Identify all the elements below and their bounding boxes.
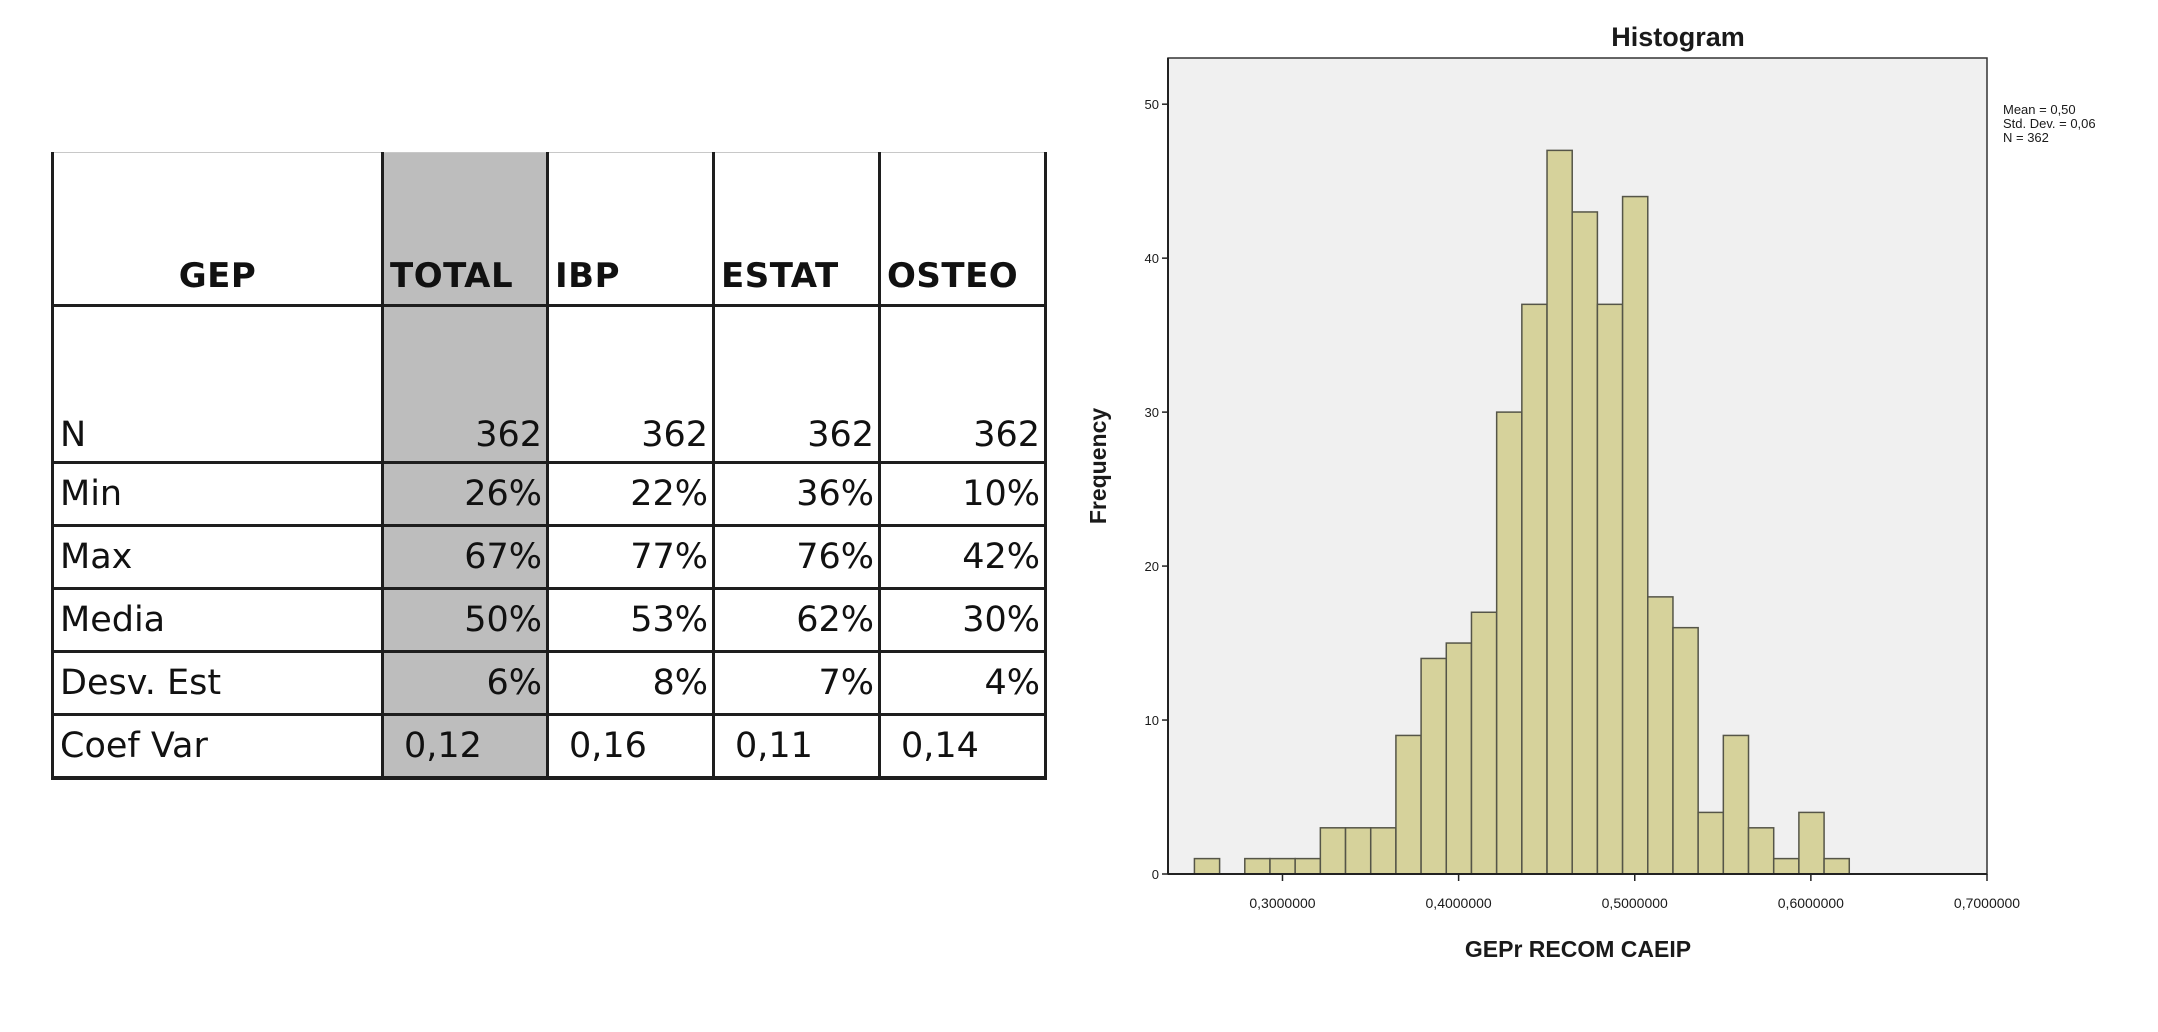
y-tick-label: 20 — [1145, 559, 1159, 574]
histogram-bar — [1470, 611, 1498, 875]
chart-title: Histogram — [1611, 22, 1745, 52]
histogram-bar — [1244, 857, 1271, 875]
cell-desv-ibp: 8% — [547, 651, 715, 716]
y-tick-label: 30 — [1145, 405, 1159, 420]
histogram-bar — [1571, 211, 1599, 875]
row-label-desv-est: Desv. Est — [51, 651, 384, 716]
cell-n-estat: 362 — [713, 305, 881, 464]
stats-mean: Mean = 0,50 — [2003, 102, 2076, 117]
table-row-coef-var: Coef Var 0,12 0,16 0,11 0,14 — [51, 714, 1047, 780]
histogram-bar — [1621, 195, 1649, 875]
cell-coef-ibp: 0,16 — [547, 714, 715, 780]
histogram-bar — [1294, 857, 1322, 875]
header-total: TOTAL — [382, 152, 549, 307]
histogram-bar — [1596, 303, 1624, 875]
header-estat: ESTAT — [713, 152, 881, 307]
histogram-bar — [1798, 811, 1825, 875]
cell-min-total: 26% — [382, 462, 549, 527]
histogram-bar — [1193, 857, 1221, 875]
cell-min-estat: 36% — [713, 462, 881, 527]
stats-std-dev: Std. Dev. = 0,06 — [2003, 116, 2096, 131]
y-tick-label: 0 — [1152, 867, 1159, 882]
row-label-n: N — [51, 305, 384, 464]
table-row-max: Max 67% 77% 76% 42% — [51, 525, 1047, 590]
histogram-bar — [1445, 642, 1473, 875]
histogram-bar — [1521, 303, 1548, 875]
cell-min-ibp: 22% — [547, 462, 715, 527]
y-axis-label: Frequency — [1085, 408, 1111, 525]
cell-media-ibp: 53% — [547, 588, 715, 653]
table-row-min: Min 26% 22% 36% 10% — [51, 462, 1047, 527]
histogram-bar — [1420, 657, 1448, 875]
cell-desv-osteo: 4% — [879, 651, 1047, 716]
cell-media-total: 50% — [382, 588, 549, 653]
cell-media-osteo: 30% — [879, 588, 1047, 653]
histogram-bar — [1495, 411, 1523, 875]
cell-coef-total: 0,12 — [382, 714, 549, 780]
histogram-bar — [1772, 857, 1800, 875]
cell-max-total: 67% — [382, 525, 549, 590]
y-tick-label: 50 — [1145, 97, 1159, 112]
histogram-bar — [1823, 857, 1851, 875]
row-label-coef-var: Coef Var — [51, 714, 384, 780]
table-row-n: N 362 362 362 362 — [51, 305, 1047, 464]
cell-coef-osteo: 0,14 — [879, 714, 1047, 780]
histogram-bar — [1722, 734, 1750, 875]
x-tick-label: 0,6000000 — [1778, 895, 1844, 911]
cell-media-estat: 62% — [713, 588, 881, 653]
x-axis-ticks: 0,3000000 0,4000000 0,5000000 0,6000000 0,70… — [1249, 874, 2020, 911]
stats-table: GEP TOTAL IBP ESTAT OSTEO N 362 362 362 … — [51, 152, 1047, 780]
histogram-bar — [1546, 149, 1573, 875]
cell-desv-total: 6% — [382, 651, 549, 716]
histogram-bar — [1369, 827, 1397, 875]
y-tick-label: 40 — [1145, 251, 1159, 266]
cell-n-osteo: 362 — [879, 305, 1047, 464]
header-gep: GEP — [51, 152, 384, 307]
header-row: GEP TOTAL IBP ESTAT OSTEO — [51, 152, 1047, 307]
x-tick-label: 0,3000000 — [1249, 895, 1315, 911]
histogram-bar — [1395, 734, 1422, 875]
cell-max-osteo: 42% — [879, 525, 1047, 590]
cell-max-ibp: 77% — [547, 525, 715, 590]
header-ibp: IBP — [547, 152, 715, 307]
histogram-bar — [1269, 857, 1296, 875]
cell-coef-estat: 0,11 — [713, 714, 881, 780]
y-axis-ticks: 0 10 20 30 40 50 — [1145, 97, 1168, 882]
x-tick-label: 0,4000000 — [1426, 895, 1492, 911]
cell-n-ibp: 362 — [547, 305, 715, 464]
histogram-bar — [1344, 827, 1372, 875]
histogram-bar — [1319, 827, 1347, 875]
histogram-bar — [1747, 827, 1775, 875]
histogram-bar — [1647, 596, 1674, 875]
y-tick-label: 10 — [1145, 713, 1159, 728]
x-axis-label: GEPr RECOM CAEIP — [1465, 936, 1691, 962]
stats-n: N = 362 — [2003, 130, 2049, 145]
cell-n-total: 362 — [382, 305, 549, 464]
histogram-bar — [1672, 626, 1699, 875]
stats-legend: Mean = 0,50 Std. Dev. = 0,06 N = 362 — [2003, 102, 2096, 145]
row-label-min: Min — [51, 462, 384, 527]
table-row-desv-est: Desv. Est 6% 8% 7% 4% — [51, 651, 1047, 716]
row-label-media: Media — [51, 588, 384, 653]
row-label-max: Max — [51, 525, 384, 590]
x-tick-label: 0,7000000 — [1954, 895, 2020, 911]
histogram-bar — [1697, 811, 1725, 875]
cell-min-osteo: 10% — [879, 462, 1047, 527]
x-tick-label: 0,5000000 — [1602, 895, 1668, 911]
header-osteo: OSTEO — [879, 152, 1047, 307]
cell-desv-estat: 7% — [713, 651, 881, 716]
table-row-media: Media 50% 53% 62% 30% — [51, 588, 1047, 653]
cell-max-estat: 76% — [713, 525, 881, 590]
